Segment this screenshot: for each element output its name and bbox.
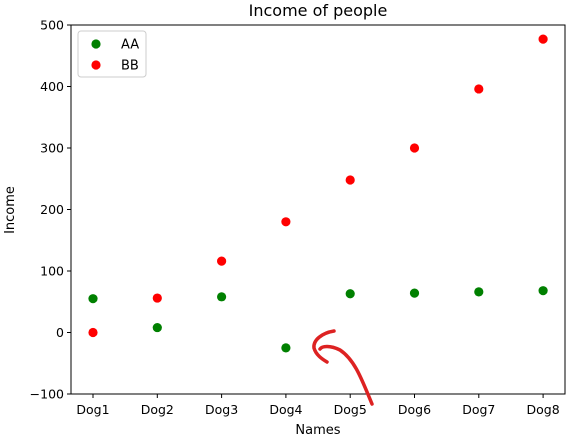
x-tick-label: Dog6 [398,402,431,417]
legend-label: BB [121,59,139,74]
data-point [281,217,291,227]
legend-marker [91,39,101,49]
arrow-stroke [318,344,374,406]
x-tick-label: Dog2 [141,402,174,417]
x-tick-label: Dog5 [334,402,367,417]
legend-label: AA [121,38,139,53]
data-point [345,289,355,299]
hand-drawn-arrow [312,329,374,406]
data-point [217,256,227,266]
data-point [88,327,98,338]
x-tick-label: Dog1 [76,402,109,417]
data-point [474,287,484,297]
y-tick-label: 200 [40,202,64,217]
data-point [217,292,227,302]
data-point [152,322,162,333]
data-points [88,34,548,353]
y-axis: −100 0 100 200 300 400 500 [30,18,71,402]
y-tick-label: 400 [40,79,64,94]
legend-marker [91,60,101,70]
chart-title: Income of people [249,1,388,20]
data-point [538,286,548,296]
y-tick-label: 500 [40,18,64,33]
data-point [345,175,355,185]
y-tick-label: −100 [30,387,64,402]
data-point [409,143,420,153]
data-point [281,343,291,353]
x-axis: Dog1 Dog2 Dog3 Dog4 Dog5 Dog6 Dog7 Dog8 [76,394,560,417]
data-point [538,34,548,44]
data-point [409,288,420,298]
data-point [152,293,162,303]
data-point [474,84,484,94]
series-AA [88,286,548,353]
y-tick-label: 0 [56,325,64,340]
x-tick-label: Dog7 [462,402,495,417]
y-tick-label: 300 [40,141,64,156]
arrow-head [312,329,336,364]
x-tick-label: Dog4 [269,402,302,417]
x-tick-label: Dog8 [527,402,560,417]
legend: AA BB [77,30,147,78]
x-tick-label: Dog3 [205,402,238,417]
data-point [88,294,98,304]
y-axis-label: Income [3,186,18,234]
x-axis-label: Names [295,423,340,438]
y-tick-label: 100 [40,264,64,279]
series-BB [88,34,548,338]
